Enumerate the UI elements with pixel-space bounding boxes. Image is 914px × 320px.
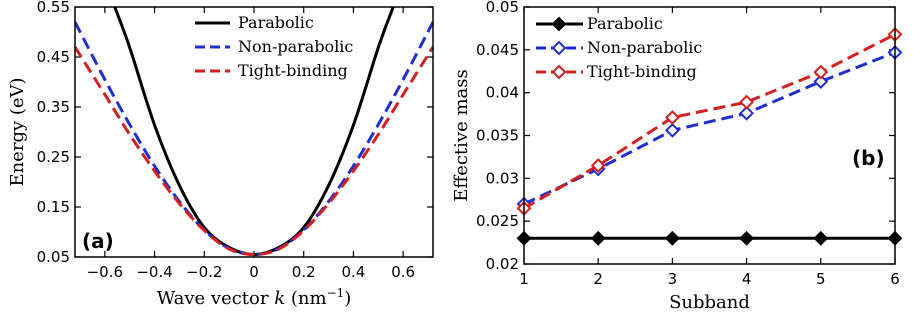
panel-b-ticks: 1 2 3 4 5 6 0.02 0.025 0.03 0.035 0.04 0.045 0.05 (476, 0, 900, 288)
y-tick-label: 0.02 (486, 255, 519, 273)
x-axis-title-text: Wave vector (157, 288, 269, 309)
x-tick-label: −0.2 (186, 263, 222, 281)
y-tick-label: 0.25 (37, 148, 70, 166)
data-point-parabolic (590, 230, 606, 246)
x-tick-label: 1 (519, 270, 529, 288)
y-tick-label: 0.05 (486, 0, 519, 16)
panel-b-x-axis-title: Subband (669, 292, 750, 313)
data-point-parabolic (664, 230, 680, 246)
legend-label-non-parabolic: Non-parabolic (238, 37, 353, 56)
series-line-non-parabolic (75, 21, 433, 257)
x-tick-label: −0.6 (87, 263, 123, 281)
series-line-tight-binding (523, 33, 896, 210)
data-point-non-parabolic (664, 122, 680, 138)
panel-a-y-axis-title: Energy (eV) (7, 77, 28, 186)
panel-b-frame (523, 6, 896, 265)
x-tick-label: 3 (668, 270, 678, 288)
y-tick-label: 0.035 (476, 127, 519, 145)
x-tick-label: 0.2 (292, 263, 316, 281)
x-tick-label: 6 (890, 270, 900, 288)
data-point-parabolic (813, 230, 829, 246)
y-tick-label: 0.45 (37, 48, 70, 66)
y-tick-label: 0.55 (37, 0, 70, 16)
y-tick-label: 0.15 (37, 198, 70, 216)
panel-b-series (516, 26, 903, 246)
data-point-tight-binding (664, 110, 680, 125)
panel-b-effective-mass: 1 2 3 4 5 6 0.02 0.025 0.03 0.035 0.04 0.045 0.05 Pa… (451, 0, 903, 313)
legend-label-parabolic: Parabolic (238, 13, 314, 32)
x-tick-label: −0.4 (136, 263, 172, 281)
panel-a-legend: Parabolic Non-parabolic Tight-binding (195, 13, 353, 80)
panel-a-label: (a) (82, 229, 114, 253)
x-axis-variable: k (274, 288, 285, 309)
legend-marker-non-parabolic (551, 40, 567, 56)
x-tick-label: 2 (593, 270, 603, 288)
x-axis-unit-close: ) (344, 288, 351, 309)
series-line-non-parabolic (523, 51, 896, 206)
data-point-tight-binding (739, 94, 755, 110)
panel-a-energy-dispersion: −0.6 −0.4 −0.2 0 0.2 0.4 0.6 0.05 0.15 0.25 0.35 0.… (7, 0, 434, 309)
x-tick-label: 4 (742, 270, 752, 288)
y-tick-label: 0.04 (486, 84, 519, 102)
x-axis-unit-base: (nm (291, 288, 327, 309)
panel-a-frame (74, 6, 434, 258)
legend-marker-tight-binding (551, 64, 567, 80)
legend-label-non-parabolic: Non-parabolic (587, 38, 702, 57)
x-tick-label: 0 (249, 263, 259, 281)
y-tick-label: 0.025 (476, 212, 519, 230)
y-tick-label: 0.03 (486, 169, 519, 187)
x-tick-label: 0.4 (342, 263, 366, 281)
legend-label-parabolic: Parabolic (587, 14, 663, 33)
x-axis-unit-exponent: −1 (327, 286, 345, 300)
panel-a-series (75, 7, 433, 257)
y-tick-label: 0.05 (37, 248, 70, 266)
data-point-tight-binding (590, 158, 606, 173)
panel-a-ticks: −0.6 −0.4 −0.2 0 0.2 0.4 0.6 0.05 0.15 0.25 0.35 0.… (37, 0, 433, 281)
y-tick-label: 0.045 (476, 41, 519, 59)
data-point-parabolic (739, 230, 755, 246)
data-point-tight-binding (813, 64, 829, 80)
data-point-non-parabolic (813, 74, 829, 89)
series-line-tight-binding (75, 46, 433, 257)
data-point-non-parabolic (739, 105, 755, 121)
legend-label-tight-binding: Tight-binding (587, 62, 697, 81)
legend-marker-parabolic (551, 16, 567, 32)
y-tick-label: 0.35 (37, 98, 70, 116)
legend-label-tight-binding: Tight-binding (238, 61, 348, 80)
x-tick-label: 5 (816, 270, 826, 288)
panel-b-y-axis-title: Effective mass (451, 69, 472, 201)
panel-b-label: (b) (852, 146, 885, 170)
panel-b-legend: Parabolic Non-parabolic Tight-binding (536, 14, 702, 81)
panel-a-x-axis-title: Wave vector k (nm−1) (157, 286, 352, 309)
x-tick-label: 0.6 (391, 263, 415, 281)
